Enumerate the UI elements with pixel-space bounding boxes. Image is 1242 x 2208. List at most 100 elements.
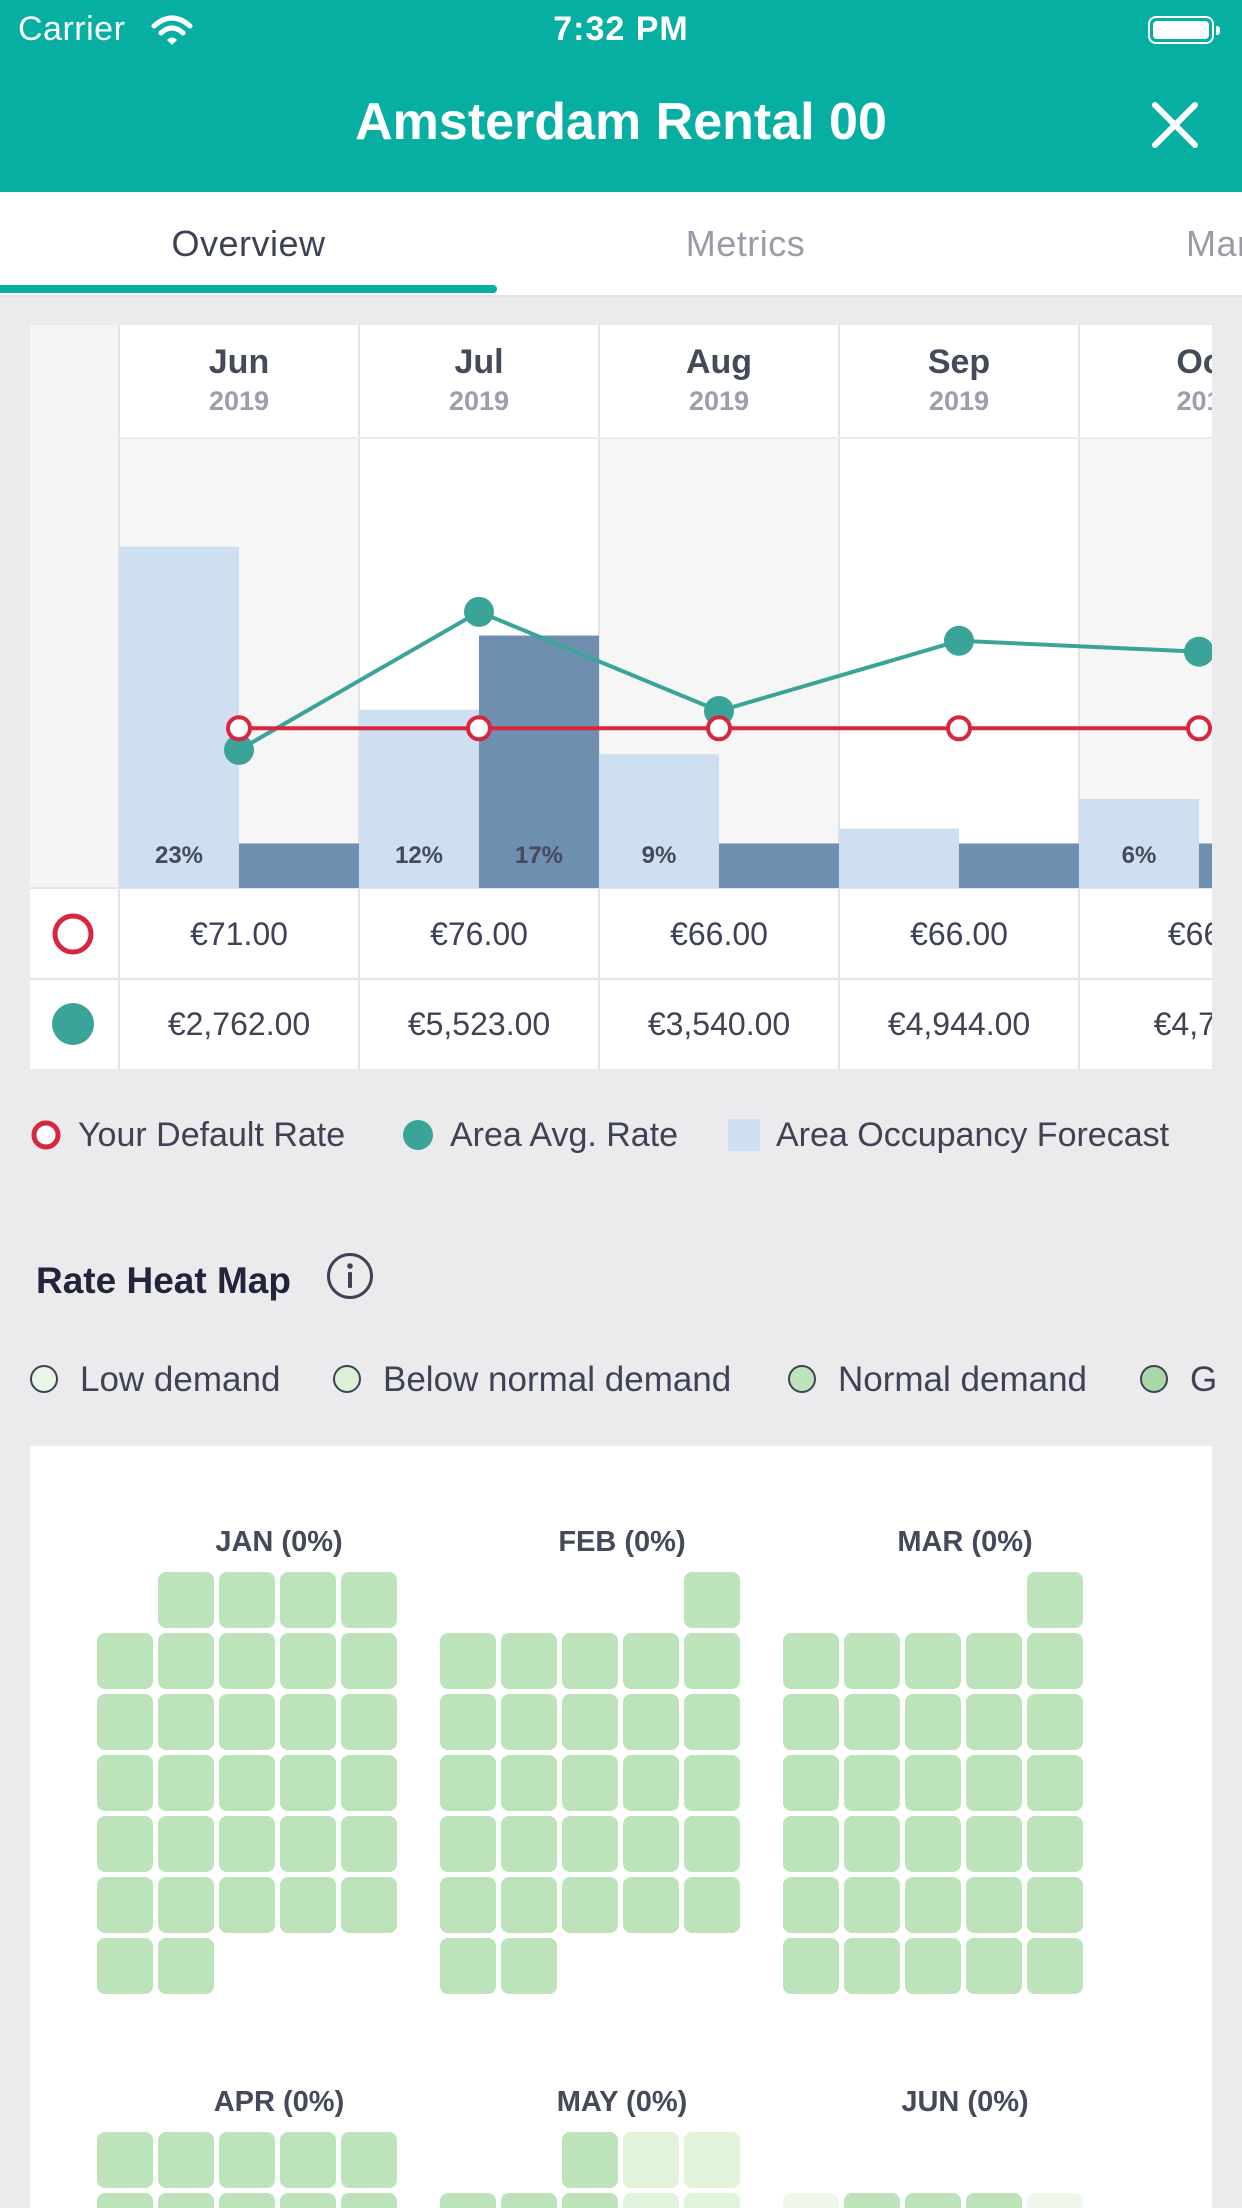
heatmap-day-cell[interactable]	[783, 1816, 839, 1872]
heatmap-day-cell[interactable]	[158, 1694, 214, 1750]
heatmap-day-cell[interactable]	[158, 1938, 214, 1994]
heatmap-day-cell[interactable]	[905, 1633, 961, 1689]
heatmap-day-cell[interactable]	[97, 1938, 153, 1994]
heatmap-day-cell[interactable]	[97, 1694, 153, 1750]
heatmap-day-cell[interactable]	[623, 1755, 679, 1811]
heatmap-day-cell[interactable]	[905, 1877, 961, 1933]
heatmap-day-cell[interactable]	[280, 1694, 336, 1750]
heatmap-day-cell[interactable]	[966, 1633, 1022, 1689]
heatmap-day-cell[interactable]	[280, 1572, 336, 1628]
heatmap-day-cell[interactable]	[684, 1633, 740, 1689]
heatmap-day-cell[interactable]	[562, 2132, 618, 2188]
heatmap-day-cell[interactable]	[97, 1755, 153, 1811]
heatmap-day-cell[interactable]	[844, 2193, 900, 2208]
heatmap-day-cell[interactable]	[562, 1633, 618, 1689]
heatmap-day-cell[interactable]	[440, 1633, 496, 1689]
heatmap-day-cell[interactable]	[905, 1755, 961, 1811]
heatmap-day-cell[interactable]	[158, 2132, 214, 2188]
tab-metrics[interactable]: Metrics	[685, 223, 806, 264]
heatmap-day-cell[interactable]	[623, 1694, 679, 1750]
heatmap-day-cell[interactable]	[219, 1816, 275, 1872]
heatmap-day-cell[interactable]	[844, 1816, 900, 1872]
heatmap-day-cell[interactable]	[684, 2132, 740, 2188]
heatmap-day-cell[interactable]	[783, 1877, 839, 1933]
heatmap-day-cell[interactable]	[440, 2193, 496, 2208]
heatmap-day-cell[interactable]	[562, 1816, 618, 1872]
heatmap-day-cell[interactable]	[684, 1755, 740, 1811]
heatmap-day-cell[interactable]	[219, 2193, 275, 2208]
heatmap-day-cell[interactable]	[1027, 1572, 1083, 1628]
heatmap-day-cell[interactable]	[905, 1816, 961, 1872]
heatmap-day-cell[interactable]	[341, 1755, 397, 1811]
heatmap-day-cell[interactable]	[280, 2193, 336, 2208]
tab-market[interactable]: Market	[1185, 223, 1242, 264]
heatmap-day-cell[interactable]	[1027, 1816, 1083, 1872]
rate-chart[interactable]: Jun 2019 23% €71.00 €2,762.00 Jul 2019 12% 17% €7…	[30, 325, 1212, 1069]
heatmap-day-cell[interactable]	[684, 2193, 740, 2208]
heatmap-day-cell[interactable]	[219, 1633, 275, 1689]
heatmap-day-cell[interactable]	[1027, 2193, 1083, 2208]
heatmap-day-cell[interactable]	[280, 1633, 336, 1689]
heatmap-day-cell[interactable]	[562, 2193, 618, 2208]
heatmap-day-cell[interactable]	[440, 1877, 496, 1933]
heatmap-day-cell[interactable]	[501, 1877, 557, 1933]
heatmap-day-cell[interactable]	[844, 1877, 900, 1933]
tab-overview[interactable]: Overview	[171, 223, 326, 264]
heatmap-day-cell[interactable]	[623, 2193, 679, 2208]
heatmap-day-cell[interactable]	[1027, 1755, 1083, 1811]
heatmap-day-cell[interactable]	[158, 1572, 214, 1628]
heatmap-day-cell[interactable]	[158, 1816, 214, 1872]
heatmap-day-cell[interactable]	[97, 1633, 153, 1689]
heatmap-day-cell[interactable]	[219, 2132, 275, 2188]
heatmap-day-cell[interactable]	[341, 1877, 397, 1933]
heatmap-day-cell[interactable]	[219, 1694, 275, 1750]
heatmap-day-cell[interactable]	[219, 1755, 275, 1811]
heatmap-day-cell[interactable]	[623, 1633, 679, 1689]
heatmap-day-cell[interactable]	[966, 1938, 1022, 1994]
heatmap-day-cell[interactable]	[341, 2132, 397, 2188]
heatmap-day-cell[interactable]	[501, 1633, 557, 1689]
heatmap-day-cell[interactable]	[280, 1816, 336, 1872]
heatmap-day-cell[interactable]	[966, 2193, 1022, 2208]
heatmap-day-cell[interactable]	[280, 2132, 336, 2188]
heatmap-day-cell[interactable]	[280, 1877, 336, 1933]
heatmap-day-cell[interactable]	[684, 1816, 740, 1872]
heatmap-day-cell[interactable]	[158, 1633, 214, 1689]
heatmap-day-cell[interactable]	[1027, 1694, 1083, 1750]
heatmap-day-cell[interactable]	[844, 1633, 900, 1689]
heatmap-day-cell[interactable]	[440, 1755, 496, 1811]
heatmap-day-cell[interactable]	[562, 1755, 618, 1811]
heatmap-day-cell[interactable]	[440, 1938, 496, 1994]
heatmap-day-cell[interactable]	[501, 1694, 557, 1750]
heatmap-day-cell[interactable]	[783, 2193, 839, 2208]
heatmap-day-cell[interactable]	[905, 2193, 961, 2208]
heatmap-day-cell[interactable]	[501, 1755, 557, 1811]
heatmap-day-cell[interactable]	[783, 1938, 839, 1994]
heatmap-day-cell[interactable]	[966, 1755, 1022, 1811]
heatmap-day-cell[interactable]	[966, 1694, 1022, 1750]
heatmap-day-cell[interactable]	[440, 1694, 496, 1750]
heatmap-day-cell[interactable]	[562, 1877, 618, 1933]
heatmap-day-cell[interactable]	[341, 1816, 397, 1872]
heatmap-calendar[interactable]: JAN (0%) FEB (0%) MAR (0%) APR (0%) MAY (0%)…	[30, 1446, 1212, 2208]
heatmap-day-cell[interactable]	[844, 1755, 900, 1811]
heatmap-day-cell[interactable]	[440, 1816, 496, 1872]
heatmap-day-cell[interactable]	[1027, 1877, 1083, 1933]
heatmap-day-cell[interactable]	[684, 1572, 740, 1628]
heatmap-day-cell[interactable]	[158, 2193, 214, 2208]
heatmap-day-cell[interactable]	[341, 1633, 397, 1689]
heatmap-day-cell[interactable]	[501, 1816, 557, 1872]
heatmap-day-cell[interactable]	[623, 2132, 679, 2188]
heatmap-day-cell[interactable]	[341, 1694, 397, 1750]
heatmap-day-cell[interactable]	[501, 2193, 557, 2208]
heatmap-day-cell[interactable]	[684, 1694, 740, 1750]
heatmap-day-cell[interactable]	[562, 1694, 618, 1750]
heatmap-day-cell[interactable]	[97, 2132, 153, 2188]
heatmap-day-cell[interactable]	[783, 1633, 839, 1689]
heatmap-day-cell[interactable]	[341, 1572, 397, 1628]
heatmap-day-cell[interactable]	[341, 2193, 397, 2208]
heatmap-day-cell[interactable]	[684, 1877, 740, 1933]
heatmap-day-cell[interactable]	[623, 1877, 679, 1933]
heatmap-day-cell[interactable]	[97, 1877, 153, 1933]
heatmap-day-cell[interactable]	[280, 1755, 336, 1811]
